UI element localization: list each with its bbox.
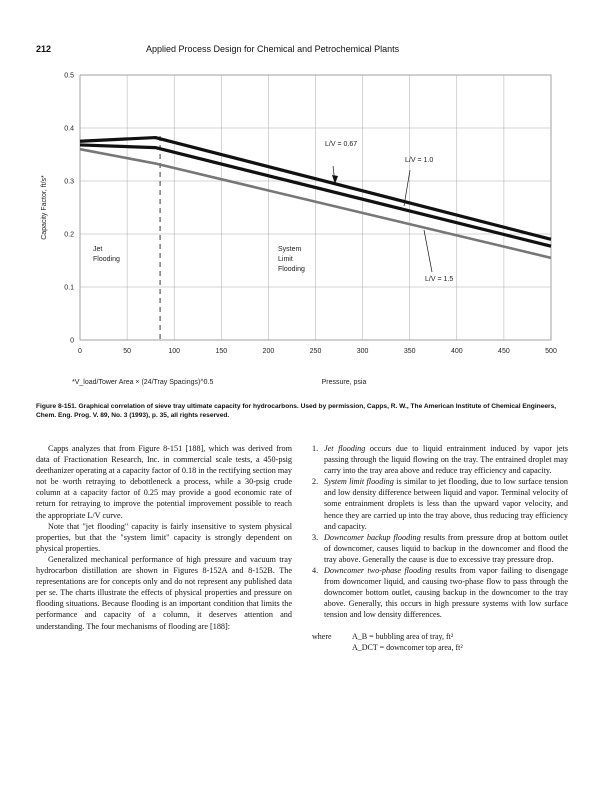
list-body: occurs due to liquid entrainment induced… xyxy=(324,444,568,476)
list-item: 3. Downcomer backup flooding results fro… xyxy=(312,532,568,565)
series-line xyxy=(79,147,552,260)
annotation-line: System xyxy=(278,246,302,253)
annotation-line: Jet xyxy=(93,246,102,253)
x-tick-label: 300 xyxy=(357,348,369,355)
list-term: Downcomer two-phase flooding xyxy=(324,566,432,576)
y-tick-label: 0 xyxy=(70,338,74,345)
y-tick-label: 0.1 xyxy=(64,285,74,292)
list-number: 1. xyxy=(312,444,319,453)
definition: A_B = bubbling area of tray, ft² xyxy=(352,631,454,641)
paragraph: Generalized mechanical performance of hi… xyxy=(36,554,292,631)
list-item: 1. Jet flooding occurs due to liquid ent… xyxy=(312,443,568,476)
annotation-system-limit: System Limit Flooding xyxy=(278,246,305,273)
caption-label: Figure 8-151. xyxy=(36,403,77,410)
definitions: where A_B = bubbling area of tray, ft² A… xyxy=(312,631,568,653)
left-column: Capps analyzes that from Figure 8-151 [1… xyxy=(36,443,292,632)
list-text: Downcomer backup flooding results from p… xyxy=(324,532,568,565)
list-term: System limit flooding xyxy=(324,477,394,487)
series-line xyxy=(79,135,552,241)
running-title: Applied Process Design for Chemical and … xyxy=(146,44,400,54)
list-body: results from pressure drop at bottom out… xyxy=(324,532,568,564)
arrowhead xyxy=(332,175,338,184)
definition: A_DCT = downcomer top area, ft² xyxy=(352,642,463,652)
list-term: Downcomer backup flooding xyxy=(324,532,421,542)
series-label: L/V = 0.67 xyxy=(325,141,357,148)
y-tick-label: 0.2 xyxy=(64,232,74,239)
list-number: 3. xyxy=(312,532,319,542)
list-number: 2. xyxy=(312,477,319,487)
x-axis-title: Pressure, psia xyxy=(322,379,367,386)
y-tick-label: 0.5 xyxy=(64,73,74,80)
y-tick-label: 0.3 xyxy=(64,179,74,186)
y-tick-label: 0.4 xyxy=(64,126,74,133)
list-body: results from vapor failing to disengage … xyxy=(324,566,568,620)
figure-caption: Figure 8-151. Graphical correlation of s… xyxy=(36,402,564,420)
list-number: 4. xyxy=(312,566,319,576)
list-text: System limit flooding is similar to jet … xyxy=(324,476,568,531)
annotation-line: Limit xyxy=(278,256,293,263)
x-tick-label: 250 xyxy=(310,348,322,355)
leader-line xyxy=(423,229,433,273)
series-line xyxy=(79,143,552,248)
x-tick-label: 150 xyxy=(215,348,227,355)
capacity-chart: 0 0.1 0.2 0.3 0.4 0.5 0 50 100 150 200 250 300 350 400… xyxy=(41,73,557,387)
list-body: is similar to jet flooding, due to low s… xyxy=(324,477,568,531)
chart-labels: 0 0.1 0.2 0.3 0.4 0.5 0 50 100 150 200 250 300 350 400… xyxy=(41,73,557,387)
x-tick-label: 350 xyxy=(404,348,416,355)
caption-text: Graphical correlation of sieve tray ulti… xyxy=(36,403,557,419)
series-label: L/V = 1.0 xyxy=(405,157,433,164)
x-tick-label: 450 xyxy=(498,348,510,355)
list-item: 4. Downcomer two-phase flooding results … xyxy=(312,565,568,620)
list-item: 2. System limit flooding is similar to j… xyxy=(312,476,568,531)
list-text: Jet flooding occurs due to liquid entrai… xyxy=(324,443,568,476)
y-axis-title: Capacity Factor, ft/s* xyxy=(41,175,48,240)
x-tick-label: 500 xyxy=(545,348,557,355)
page-number: 212 xyxy=(36,44,52,54)
list-text: Downcomer two-phase flooding results fro… xyxy=(324,565,568,620)
chart-footnote: *V_load/Tower Area × (24/Tray Spacings)^… xyxy=(72,379,213,386)
right-column: 1. Jet flooding occurs due to liquid ent… xyxy=(312,443,568,653)
list-term: Jet flooding xyxy=(324,444,366,453)
x-tick-label: 200 xyxy=(263,348,275,355)
annotation-line: Flooding xyxy=(93,256,120,263)
annotation-line: Flooding xyxy=(278,266,305,273)
paragraph: Note that "jet flooding" capacity is fai… xyxy=(36,521,292,553)
x-tick-label: 400 xyxy=(451,348,463,355)
x-tick-label: 50 xyxy=(123,348,131,355)
x-tick-label: 100 xyxy=(168,348,180,355)
annotation-jet-flooding: Jet Flooding xyxy=(93,246,120,263)
chart-grid xyxy=(79,74,552,341)
leader-line xyxy=(403,169,411,207)
where-label: where xyxy=(312,631,332,641)
x-tick-label: 0 xyxy=(78,348,82,355)
series-label: L/V = 1.5 xyxy=(425,276,453,283)
paragraph: Capps analyzes that from Figure 8-151 [1… xyxy=(36,444,292,520)
chart-series xyxy=(79,135,552,260)
